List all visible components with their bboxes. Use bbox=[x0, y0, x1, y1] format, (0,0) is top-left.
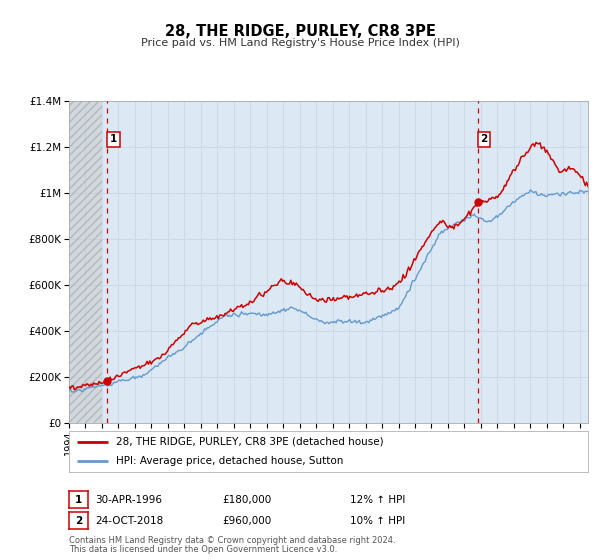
Text: 28, THE RIDGE, PURLEY, CR8 3PE: 28, THE RIDGE, PURLEY, CR8 3PE bbox=[164, 24, 436, 39]
Text: Contains HM Land Registry data © Crown copyright and database right 2024.: Contains HM Land Registry data © Crown c… bbox=[69, 536, 395, 545]
Text: This data is licensed under the Open Government Licence v3.0.: This data is licensed under the Open Gov… bbox=[69, 545, 337, 554]
Text: 2: 2 bbox=[75, 516, 82, 526]
Text: 10% ↑ HPI: 10% ↑ HPI bbox=[350, 516, 405, 526]
Text: 12% ↑ HPI: 12% ↑ HPI bbox=[350, 494, 405, 505]
Text: 1: 1 bbox=[110, 134, 117, 144]
Text: Price paid vs. HM Land Registry's House Price Index (HPI): Price paid vs. HM Land Registry's House … bbox=[140, 38, 460, 48]
Text: 28, THE RIDGE, PURLEY, CR8 3PE (detached house): 28, THE RIDGE, PURLEY, CR8 3PE (detached… bbox=[116, 437, 383, 447]
Text: £180,000: £180,000 bbox=[222, 494, 271, 505]
Text: £960,000: £960,000 bbox=[222, 516, 271, 526]
Text: 2: 2 bbox=[480, 134, 487, 144]
Text: 1: 1 bbox=[75, 494, 82, 505]
Text: 24-OCT-2018: 24-OCT-2018 bbox=[95, 516, 163, 526]
Bar bbox=[69, 101, 102, 423]
Text: HPI: Average price, detached house, Sutton: HPI: Average price, detached house, Sutt… bbox=[116, 456, 343, 466]
Text: 30-APR-1996: 30-APR-1996 bbox=[95, 494, 162, 505]
